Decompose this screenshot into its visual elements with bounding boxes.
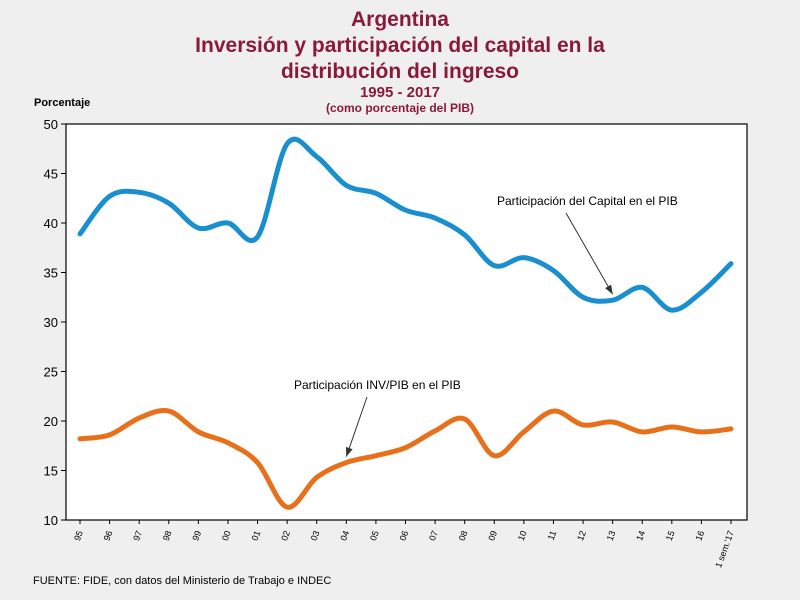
x-tick-label: 13	[605, 529, 618, 542]
chart-years: 1995 - 2017	[359, 84, 441, 101]
y-tick-label: 35	[44, 266, 58, 281]
x-tick-label: 16	[693, 529, 706, 542]
x-tick-label: 96	[102, 529, 115, 542]
annotation-arrowhead	[605, 284, 613, 295]
x-tick-label: 1 sem.'17	[713, 529, 736, 569]
annotation-label: Participación del Capital en el PIB	[497, 194, 678, 208]
chart-title-line1: Argentina	[350, 8, 449, 31]
plot-area	[65, 123, 748, 521]
x-tick-label: 02	[279, 529, 292, 542]
x-tick-label: 98	[161, 529, 174, 542]
x-tick-label: 14	[634, 529, 647, 542]
x-tick-label: 95	[72, 529, 85, 542]
x-tick-label: 07	[427, 529, 440, 542]
x-tick-label: 01	[250, 529, 263, 542]
y-tick-label: 45	[44, 167, 58, 182]
y-tick-label: 15	[44, 464, 58, 479]
y-tick-label: 25	[44, 365, 58, 380]
x-tick-label: 03	[309, 529, 322, 542]
x-tick-label: 15	[664, 529, 677, 542]
y-axis-label: Porcentaje	[34, 97, 91, 109]
x-tick-label: 04	[338, 529, 351, 542]
annotation-arrow	[345, 396, 368, 457]
annotations: Participación del Capital en el PIB Parti…	[294, 194, 678, 457]
series-group	[77, 136, 734, 510]
y-tick-label: 40	[44, 216, 58, 231]
x-tick-label: 08	[457, 529, 470, 542]
x-tick-label: 99	[190, 529, 203, 542]
x-tick-label: 10	[516, 529, 529, 542]
chart-title-line3: distribución del ingreso	[280, 60, 520, 83]
y-tick-label: 30	[44, 315, 58, 330]
x-tick-label: 05	[368, 529, 381, 542]
x-tick-label: 97	[131, 529, 144, 542]
x-tick-label: 06	[398, 529, 411, 542]
x-tick-label: 12	[575, 529, 588, 542]
annotation-arrowhead	[345, 446, 353, 457]
y-axis: 10 15 20 25 30 35 40 45 50	[44, 117, 66, 528]
y-tick-label: 10	[44, 513, 58, 528]
chart-title-line2: Inversión y participación del capital en…	[195, 34, 605, 57]
annotation-label: Participación INV/PIB en el PIB	[294, 378, 461, 392]
source-note: FUENTE: FIDE, con datos del Ministerio d…	[33, 575, 332, 587]
y-tick-label: 50	[44, 117, 58, 132]
x-axis: 95 96 97 98 99 00 01 02 03 04 05 06 07 08 09 10 11 12 13 14…	[72, 520, 736, 569]
x-tick-label: 11	[546, 529, 559, 541]
chart-subtitle: (como porcentaje del PIB)	[325, 101, 475, 115]
x-tick-label: 00	[220, 529, 233, 542]
x-tick-label: 09	[486, 529, 499, 542]
y-tick-label: 20	[44, 414, 58, 429]
annotation-arrow	[565, 212, 614, 295]
series-capital-line	[77, 136, 734, 313]
